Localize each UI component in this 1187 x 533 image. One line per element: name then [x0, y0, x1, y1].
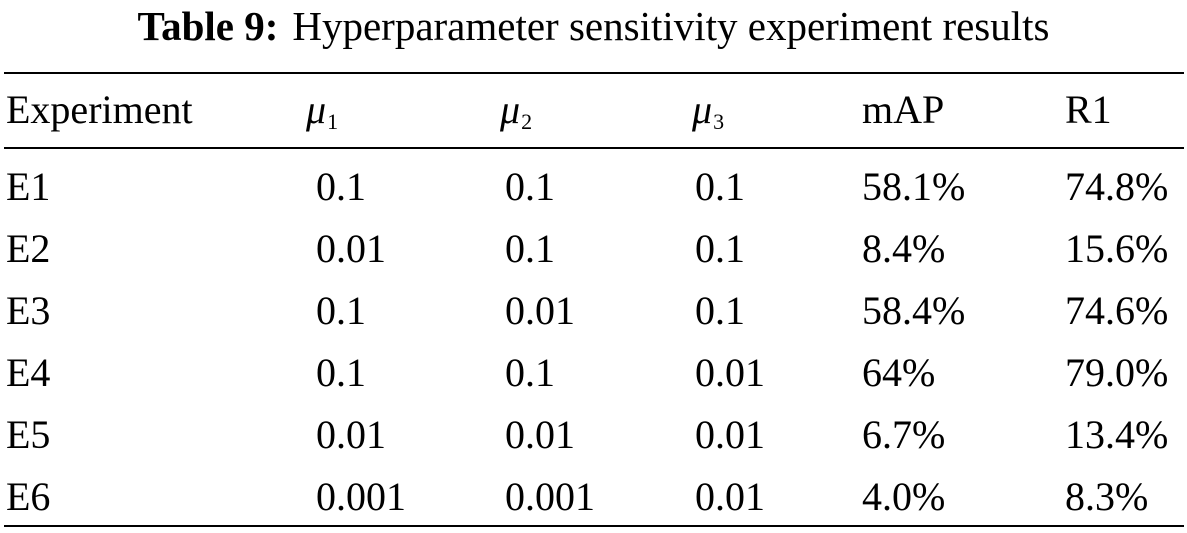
table-cell-e5-mu3: 0.01 — [695, 412, 765, 457]
table-cell-e1-r1: 74.8% — [1065, 164, 1169, 209]
table-cell-e1-mu1: 0.1 — [316, 164, 366, 209]
table-cell-e2-map: 8.4% — [862, 226, 946, 271]
header-mu-3-subscript: 3 — [713, 109, 725, 134]
table-cell-e6-mu3: 0.01 — [695, 474, 765, 519]
header-mu-3: μ3 — [692, 87, 724, 145]
caption-text: Hyperparameter sensitivity experiment re… — [292, 3, 1050, 49]
table-cell-e6-map: 4.0% — [862, 474, 946, 519]
header-experiment: Experiment — [6, 87, 193, 132]
table-cell-e2-r1: 15.6% — [1065, 226, 1169, 271]
table-cell-e3-mu2: 0.01 — [505, 288, 575, 333]
table-cell-e2-mu3: 0.1 — [695, 226, 745, 271]
table-cell-e4-mu2: 0.1 — [505, 350, 555, 395]
table-cell-e6-r1: 8.3% — [1065, 474, 1149, 519]
top-rule — [4, 72, 1184, 74]
table-cell-e5-mu2: 0.01 — [505, 412, 575, 457]
table-cell-e3-map: 58.4% — [862, 288, 966, 333]
table-cell-e1-mu2: 0.1 — [505, 164, 555, 209]
header-r1: R1 — [1065, 87, 1112, 132]
table-cell-e4-mu1: 0.1 — [316, 350, 366, 395]
header-mu-1-symbol: μ — [306, 87, 327, 132]
table-cell-e2-experiment: E2 — [6, 226, 51, 271]
table-cell-e6-experiment: E6 — [6, 474, 51, 519]
table-cell-e4-mu3: 0.01 — [695, 350, 765, 395]
header-mu-2-subscript: 2 — [521, 109, 533, 134]
table-cell-e6-mu2: 0.001 — [505, 474, 595, 519]
table-cell-e1-experiment: E1 — [6, 164, 51, 209]
header-mu-1-subscript: 1 — [327, 109, 339, 134]
header-mu-2-symbol: μ — [500, 87, 521, 132]
table-cell-e4-map: 64% — [862, 350, 936, 395]
table-cell-e5-experiment: E5 — [6, 412, 51, 457]
header-rule — [4, 147, 1184, 149]
header-mu-3-symbol: μ — [692, 87, 713, 132]
table-cell-e2-mu1: 0.01 — [316, 226, 386, 271]
bottom-rule — [4, 525, 1184, 527]
table-cell-e3-mu1: 0.1 — [316, 288, 366, 333]
table-caption: Table 9: Hyperparameter sensitivity exper… — [0, 0, 1187, 56]
table-cell-e1-map: 58.1% — [862, 164, 966, 209]
table-cell-e3-experiment: E3 — [6, 288, 51, 333]
header-map: mAP — [862, 87, 945, 132]
table-cell-e1-mu3: 0.1 — [695, 164, 745, 209]
table-cell-e5-r1: 13.4% — [1065, 412, 1169, 457]
table-cell-e5-mu1: 0.01 — [316, 412, 386, 457]
table-cell-e5-map: 6.7% — [862, 412, 946, 457]
table-cell-e2-mu2: 0.1 — [505, 226, 555, 271]
caption-label: Table 9: — [137, 3, 279, 49]
header-mu-2: μ2 — [500, 87, 532, 145]
table-cell-e3-r1: 74.6% — [1065, 288, 1169, 333]
table-cell-e6-mu1: 0.001 — [316, 474, 406, 519]
header-mu-1: μ1 — [306, 87, 338, 145]
table-cell-e4-experiment: E4 — [6, 350, 51, 395]
table-cell-e3-mu3: 0.1 — [695, 288, 745, 333]
table-cell-e4-r1: 79.0% — [1065, 350, 1169, 395]
